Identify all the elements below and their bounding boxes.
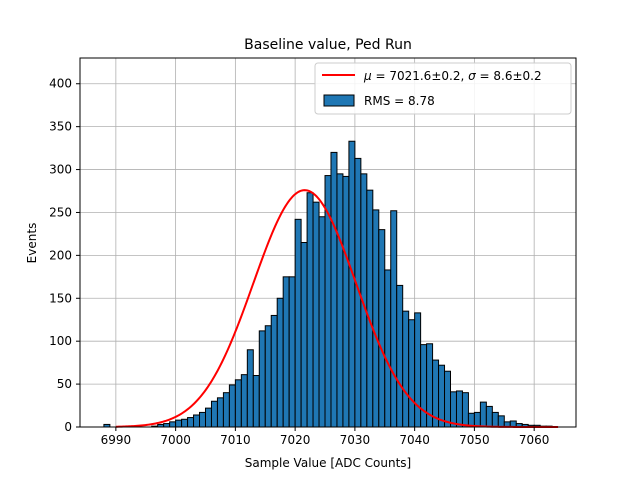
- histogram-bar: [300, 242, 308, 428]
- y-axis-ticks: 0 50 100 150 200 250 300 350 400: [49, 77, 80, 434]
- y-tick-label: 0: [64, 420, 72, 434]
- histogram-bar: [366, 189, 374, 428]
- histogram-bar: [461, 392, 469, 428]
- histogram-bar: [193, 414, 201, 428]
- histogram-bar: [390, 210, 398, 428]
- histogram-bar: [252, 375, 260, 428]
- histogram-bar: [270, 314, 278, 428]
- histogram-bar: [348, 140, 356, 428]
- histogram-bar: [222, 392, 230, 428]
- x-tick-label: 7050: [459, 433, 490, 447]
- y-tick-label: 300: [49, 163, 72, 177]
- histogram-bar: [479, 401, 487, 428]
- x-tick-label: 7040: [399, 433, 430, 447]
- histogram-bar: [342, 175, 350, 428]
- histogram-bar: [204, 407, 212, 428]
- histogram-bar: [438, 364, 446, 428]
- legend-hist-swatch: [323, 94, 355, 107]
- legend-fit-sigma: σ: [468, 69, 476, 83]
- histogram-bar: [420, 344, 428, 428]
- histogram-bar: [199, 411, 206, 428]
- histogram-bar: [234, 379, 242, 428]
- x-tick-label: 7030: [340, 433, 371, 447]
- histogram-bar: [312, 201, 320, 428]
- y-tick-label: 200: [49, 248, 72, 262]
- histogram-bar: [455, 390, 463, 428]
- x-tick-label: 6990: [101, 433, 132, 447]
- histogram-bar: [408, 319, 416, 428]
- histogram-bar: [444, 370, 452, 428]
- histogram-bar: [450, 391, 457, 428]
- histogram-bar: [282, 276, 290, 428]
- y-tick-label: 250: [49, 205, 72, 219]
- x-tick-label: 7000: [160, 433, 191, 447]
- y-tick-label: 100: [49, 334, 72, 348]
- legend-fit-end: = 8.6±0.2: [476, 69, 542, 83]
- histogram-bar: [384, 269, 392, 428]
- histogram-bar: [306, 192, 314, 428]
- x-tick-label: 7010: [220, 433, 251, 447]
- histogram-bar: [181, 418, 189, 428]
- x-tick-label: 7060: [519, 433, 550, 447]
- legend-fit-mu: μ: [363, 69, 372, 83]
- legend: μ = 7021.6±0.2, σ = 8.6±0.2 RMS = 8.78: [314, 62, 572, 115]
- histogram-bar: [294, 218, 302, 428]
- y-tick-label: 400: [49, 77, 72, 91]
- histogram-bar: [163, 423, 171, 428]
- histogram-bar: [491, 411, 499, 428]
- histogram-bar: [485, 405, 493, 428]
- histogram-bar: [372, 209, 380, 428]
- histogram-bar: [276, 297, 284, 428]
- legend-fit-label: μ = 7021.6±0.2, σ = 8.6±0.2: [363, 69, 542, 83]
- legend-hist-label: RMS = 8.78: [364, 94, 435, 108]
- plot-frame: [79, 57, 577, 428]
- gaussian-fit-curve: [115, 189, 559, 428]
- y-axis-label: Events: [25, 223, 39, 264]
- chart-title: Baseline value, Ped Run: [244, 37, 412, 53]
- histogram-bar: [473, 411, 481, 428]
- histogram-bar: [336, 173, 344, 428]
- histogram-bar: [246, 349, 254, 428]
- histogram-bar: [216, 397, 224, 428]
- histogram-bar: [240, 374, 248, 428]
- histogram-bar: [497, 415, 505, 428]
- x-axis-ticks: 6990 7000 7010 7020 7030 7040 7050 7060: [101, 427, 550, 447]
- x-tick-label: 7020: [280, 433, 311, 447]
- y-tick-label: 350: [49, 120, 72, 134]
- histogram-bar: [378, 229, 386, 428]
- histogram-bar: [175, 419, 183, 428]
- histogram-bars: [103, 140, 553, 428]
- histogram-bar: [228, 384, 236, 428]
- histogram-bar: [414, 312, 422, 428]
- legend-fit-mid: = 7021.6±0.2,: [372, 69, 468, 83]
- histogram-bar: [264, 325, 272, 428]
- histogram-bar: [396, 284, 404, 428]
- histogram-bar: [330, 151, 338, 428]
- y-tick-label: 150: [49, 291, 72, 305]
- histogram-bar: [318, 216, 326, 428]
- histogram-bar: [288, 276, 296, 428]
- histogram-bar: [210, 400, 218, 428]
- legend-box: [314, 62, 572, 115]
- histogram-bar: [187, 417, 195, 428]
- histogram-bar: [258, 330, 266, 428]
- histogram-bar: [402, 310, 410, 428]
- x-axis-label: Sample Value [ADC Counts]: [245, 456, 411, 470]
- y-tick-label: 50: [57, 377, 72, 391]
- histogram-bar: [169, 421, 177, 428]
